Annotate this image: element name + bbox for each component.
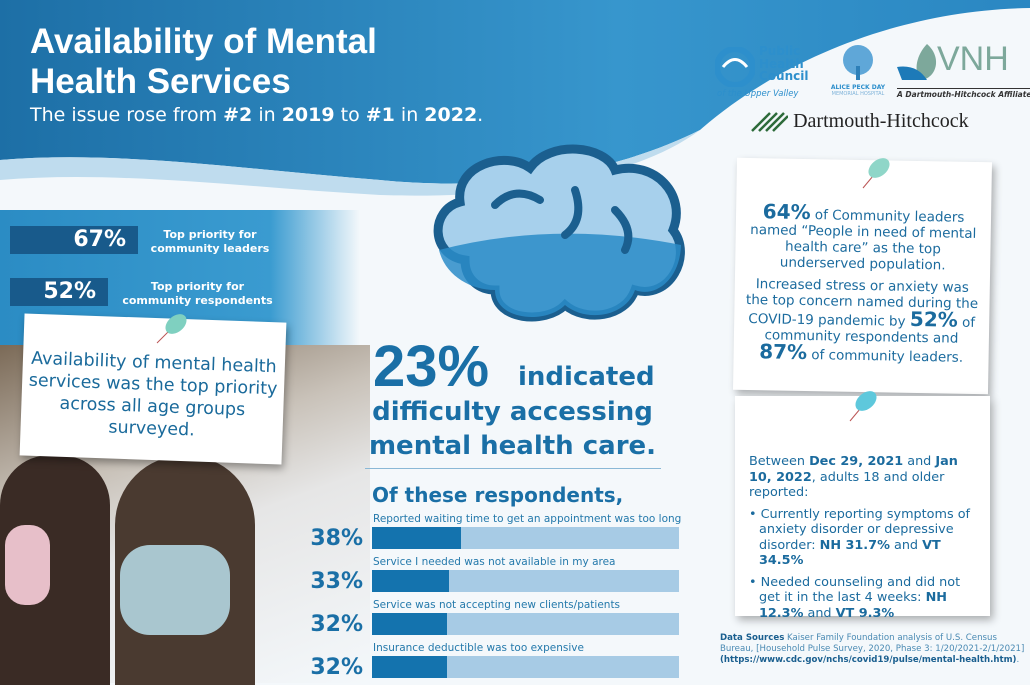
logo-vnh: VNH A Dartmouth-Hitchcock Affiliate bbox=[897, 40, 1030, 99]
brain-icon bbox=[433, 144, 685, 322]
bar-fill bbox=[372, 613, 447, 635]
photo-masked-women bbox=[0, 345, 370, 685]
leaders-card: 64% of Community leaders named “People i… bbox=[732, 157, 993, 395]
bar-percent: 38% bbox=[310, 526, 363, 551]
bar-label: Service I needed was not available in my… bbox=[373, 556, 616, 568]
bar-track bbox=[372, 527, 679, 549]
data-sources: Data Sources Kaiser Family Foundation an… bbox=[720, 633, 1025, 665]
pushpin-icon bbox=[862, 158, 890, 189]
logo-alice-peck-day: ALICE PECK DAY MEMORIAL HOSPITAL bbox=[828, 44, 888, 106]
respondents-title: Of these respondents, bbox=[372, 483, 624, 507]
pushpin-icon bbox=[849, 391, 877, 422]
priority-label: Top priority for community leaders bbox=[150, 228, 270, 255]
bar-percent: 32% bbox=[310, 655, 363, 680]
bar-label: Reported waiting time to get an appointm… bbox=[373, 513, 682, 525]
bar-label: Service was not accepting new clients/pa… bbox=[373, 599, 621, 611]
logo-dartmouth-hitchcock: Dartmouth-Hitchcock bbox=[750, 110, 969, 136]
bullet-item: • Currently reporting symptoms of anxiet… bbox=[749, 506, 971, 569]
subtitle: The issue rose from #2 in 2019 to #1 in … bbox=[30, 104, 484, 126]
priority-label: Top priority for community respondents bbox=[122, 280, 273, 307]
header-background bbox=[0, 0, 1030, 196]
priority-value: 67% bbox=[10, 226, 138, 254]
bar-fill bbox=[372, 570, 449, 592]
page-title: Availability of Mental Health Services bbox=[30, 22, 377, 101]
bar-fill bbox=[372, 656, 447, 678]
priority-value: 52% bbox=[10, 278, 108, 306]
bar-track bbox=[372, 613, 679, 635]
divider bbox=[365, 468, 661, 469]
logo-public-health-council: Public Health Council of the Upper Valley bbox=[715, 44, 809, 99]
bar-percent: 33% bbox=[310, 569, 363, 594]
headline-word: indicated bbox=[518, 362, 655, 392]
survey-card: Between Dec 29, 2021 and Jan 10, 2022, a… bbox=[735, 396, 990, 621]
tree-icon bbox=[843, 45, 873, 80]
bar-percent: 32% bbox=[310, 612, 363, 637]
dh-stripes-icon bbox=[751, 111, 789, 132]
bar-track bbox=[372, 570, 679, 592]
pushpin-icon bbox=[156, 314, 187, 344]
bar-label: Insurance deductible was too expensive bbox=[373, 642, 584, 654]
bullet-item: • Needed counseling and did not get it i… bbox=[749, 574, 961, 621]
phc-emblem-icon bbox=[715, 47, 755, 87]
bar-fill bbox=[372, 527, 461, 549]
headline-percent: 23% bbox=[373, 334, 490, 399]
bar-track bbox=[372, 656, 679, 678]
leaf-icon bbox=[897, 44, 937, 80]
headline-text: difficulty accessing mental health care. bbox=[368, 397, 657, 461]
